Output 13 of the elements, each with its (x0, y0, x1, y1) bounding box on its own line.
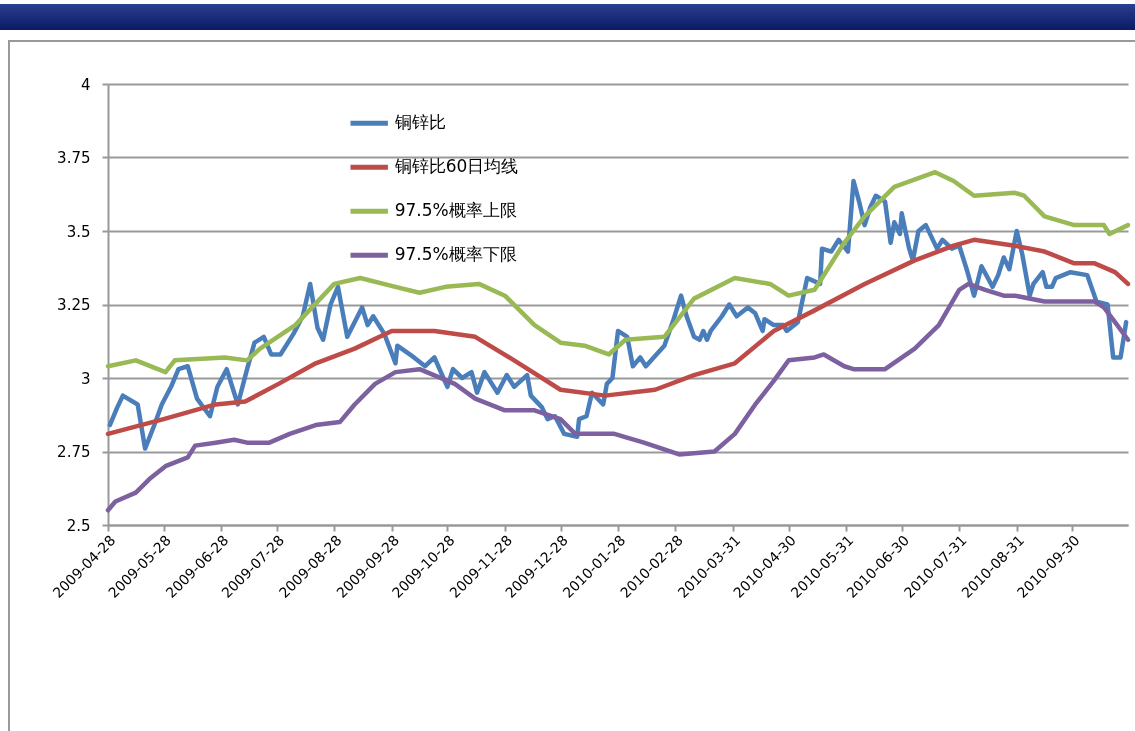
y-tick-label: 3.25 (57, 296, 91, 314)
y-tick-label: 2.5 (66, 516, 91, 535)
line-series (105, 237, 1131, 437)
legend-label: 铜锌比60日均线 (393, 156, 519, 177)
y-tick-label: 3 (80, 369, 91, 388)
y-tick-label: 4 (80, 75, 91, 94)
y-tick-label: 3.5 (66, 222, 91, 241)
legend-label: 铜锌比 (393, 112, 446, 133)
line-series (105, 281, 1131, 513)
y-tick-label: 3.75 (57, 149, 91, 167)
y-tick-label: 2.75 (57, 443, 91, 461)
legend-label: 97.5%概率上限 (394, 200, 517, 221)
legend-label: 97.5%概率下限 (394, 244, 517, 265)
